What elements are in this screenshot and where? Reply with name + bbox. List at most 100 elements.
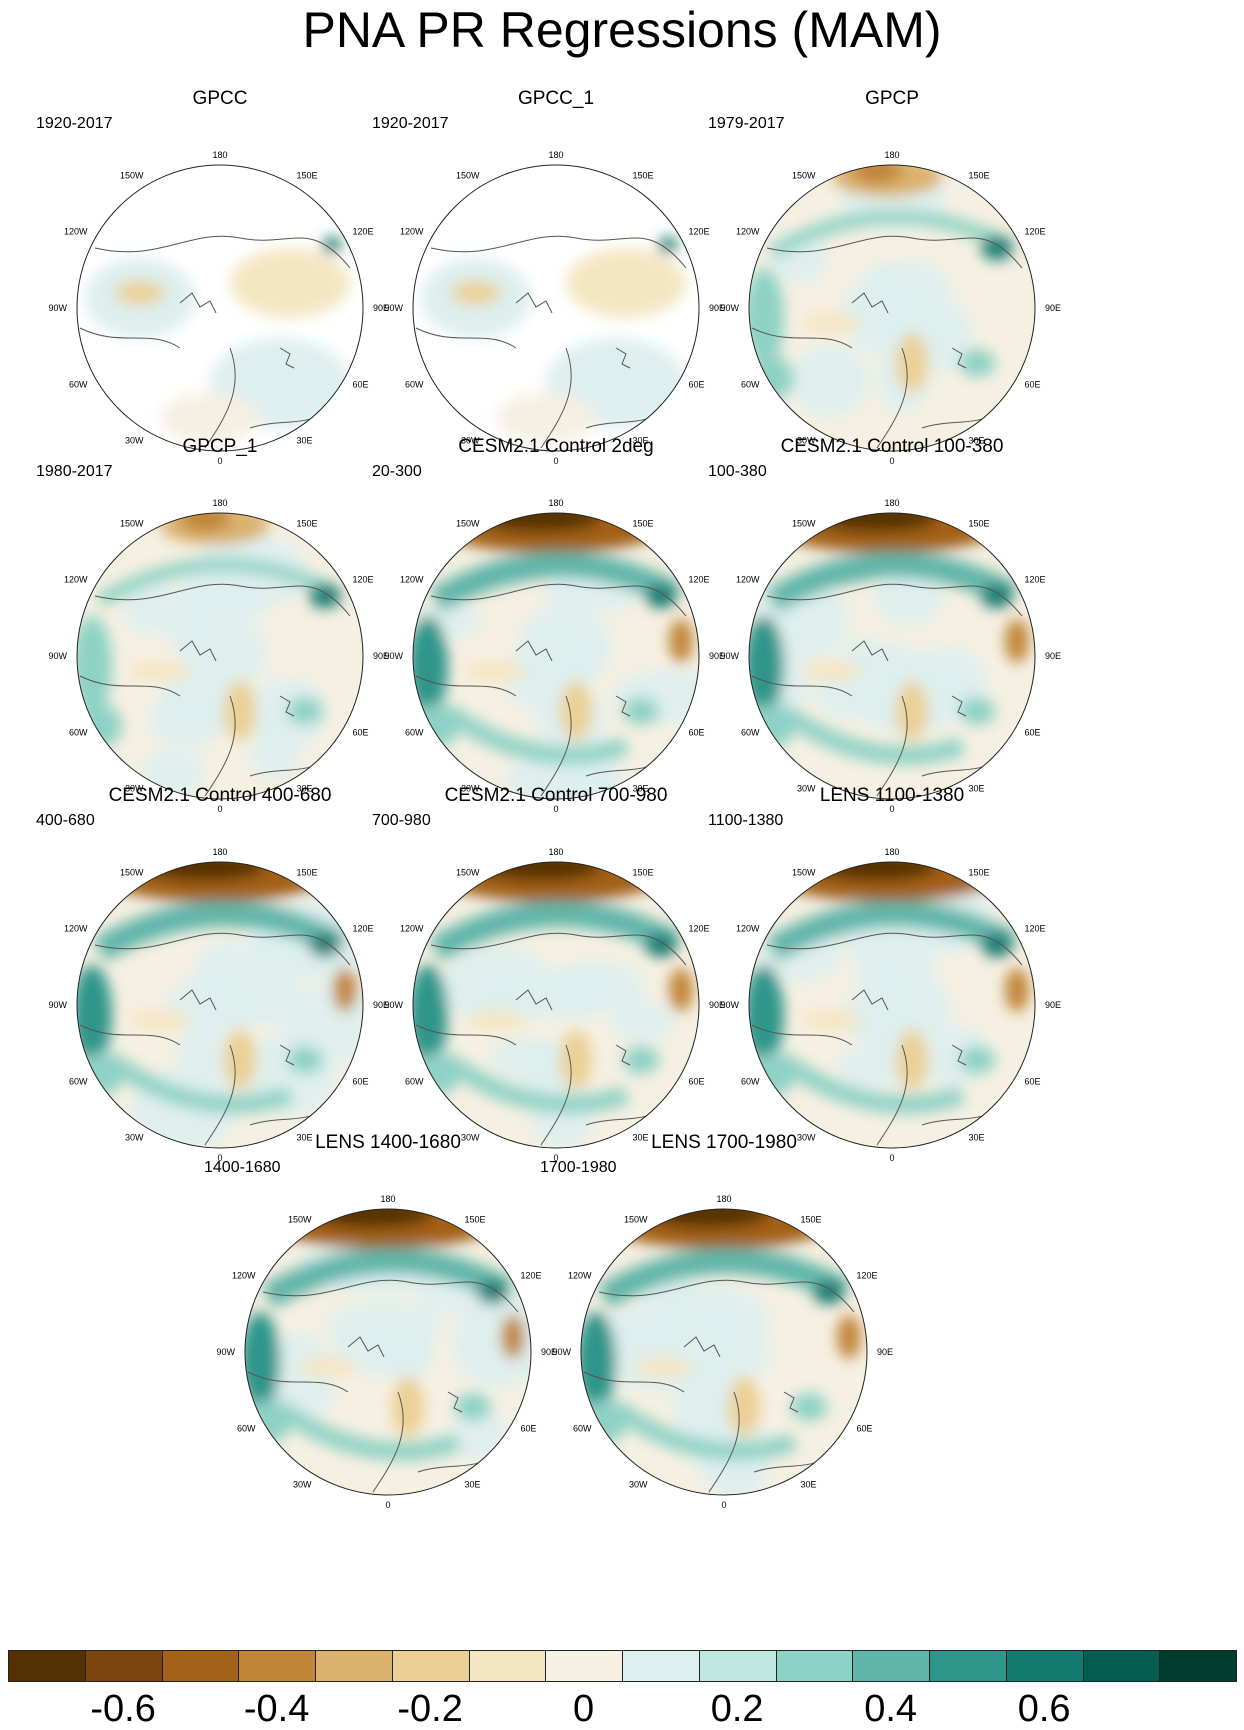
longitude-label: 90E: [709, 303, 725, 313]
longitude-label: 90E: [1045, 1000, 1061, 1010]
longitude-label: 120W: [736, 924, 760, 934]
colorbar-tick-label: 0: [573, 1688, 595, 1730]
map-panel: LENS 1100-1380 1100-1380 180 150E 120E 90E 60E…: [702, 785, 1082, 1165]
longitude-label: 0: [889, 456, 894, 466]
colorbar-tick-label: 0.6: [1017, 1688, 1071, 1730]
longitude-label: 150E: [633, 867, 654, 877]
longitude-label: 90W: [48, 303, 67, 313]
coastline: [415, 583, 687, 797]
longitude-label: 30E: [297, 1133, 313, 1143]
longitude-label: 60W: [69, 1077, 88, 1087]
period-label: 1920-2017: [36, 115, 113, 132]
longitude-label: 30W: [461, 436, 480, 446]
longitude-label: 120E: [1025, 924, 1046, 934]
period-label: 20-300: [372, 463, 422, 480]
longitude-label: 90W: [48, 651, 67, 661]
period-label: 1100-1380: [708, 812, 784, 829]
longitude-label: 60E: [689, 380, 705, 390]
longitude-label: 150E: [633, 518, 654, 528]
colorbar-tick-label: 0.4: [864, 1688, 918, 1730]
colorbar-swatch: [775, 1650, 854, 1682]
longitude-label: 90E: [877, 1347, 893, 1357]
period-label: 1920-2017: [372, 115, 449, 132]
longitude-label: 30E: [297, 436, 313, 446]
map-panel: CESM2.1 Control 400-680 400-680 180 150E 120…: [30, 785, 410, 1165]
longitude-label: 150W: [792, 170, 816, 180]
longitude-label: 30E: [297, 784, 313, 794]
longitude-label: 90E: [1045, 303, 1061, 313]
longitude-label: 0: [385, 1500, 390, 1510]
map-border: [412, 512, 700, 800]
colorbar-swatch: [1005, 1650, 1084, 1682]
longitude-label: 150E: [297, 170, 318, 180]
longitude-label: 150W: [120, 518, 144, 528]
map-border: [412, 861, 700, 1149]
longitude-label: 0: [553, 1153, 558, 1163]
longitude-label: 120W: [736, 227, 760, 237]
map-panel: CESM2.1 Control 700-980 700-980 180 150E 120…: [366, 785, 746, 1165]
panel-title: GPCC_1: [517, 88, 595, 109]
longitude-label: 60W: [237, 1424, 256, 1434]
coastline: [79, 235, 351, 449]
map-border: [76, 512, 364, 800]
longitude-label: 150E: [465, 1214, 486, 1224]
panel-title: CESM2.1 Control 700-980: [444, 785, 668, 806]
longitude-label: 30E: [801, 1480, 817, 1490]
polar-map: 180 150E 120E 90E 60E 30E 0 30W 60W 90W 120W 150W: [384, 498, 725, 814]
longitude-label: 150E: [297, 518, 318, 528]
polar-map: 180 150E 120E 90E 60E 30E 0 30W 60W 90W 120W 150W: [720, 847, 1061, 1163]
period-label: 1700-1980: [540, 1159, 617, 1176]
longitude-label: 150W: [456, 867, 480, 877]
map-border: [76, 164, 364, 452]
longitude-label: 90E: [709, 1000, 725, 1010]
longitude-label: 90W: [384, 651, 403, 661]
colorbar-tick-label: -0.4: [243, 1688, 310, 1730]
longitude-label: 90E: [1045, 651, 1061, 661]
map-panel: GPCP 1979-2017 180 150E 120E 90E 60E 30E 0 30W 60W…: [702, 88, 1082, 468]
panel-title: CESM2.1 Control 400-680: [108, 785, 332, 806]
panel-title: LENS 1400-1680: [315, 1132, 461, 1153]
polar-map: 180 150E 120E 90E 60E 30E 0 30W 60W 90W 120W 150W: [720, 150, 1061, 466]
longitude-label: 90E: [709, 651, 725, 661]
longitude-label: 30E: [633, 436, 649, 446]
longitude-label: 90W: [384, 1000, 403, 1010]
polar-map: 180 150E 120E 90E 60E 30E 0 30W 60W 90W 120W 150W: [552, 1194, 893, 1510]
longitude-label: 120W: [568, 1271, 592, 1281]
longitude-label: 0: [553, 456, 558, 466]
longitude-label: 120W: [64, 924, 88, 934]
longitude-label: 120W: [400, 924, 424, 934]
longitude-label: 60W: [741, 380, 760, 390]
colorbar-tick-label: -0.6: [90, 1688, 156, 1730]
longitude-label: 0: [217, 456, 222, 466]
longitude-label: 60W: [405, 1077, 424, 1087]
longitude-label: 60W: [741, 1077, 760, 1087]
longitude-label: 60E: [1025, 380, 1041, 390]
longitude-label: 30W: [125, 1133, 144, 1143]
longitude-label: 60W: [405, 380, 424, 390]
map-border: [580, 1208, 868, 1496]
coastline: [79, 583, 351, 797]
coastline: [751, 932, 1023, 1146]
longitude-label: 60E: [689, 728, 705, 738]
coastline: [415, 235, 687, 449]
longitude-label: 120W: [400, 575, 424, 585]
colorbar-tick-label: 0.2: [710, 1688, 764, 1730]
longitude-label: 60E: [353, 380, 369, 390]
longitude-label: 90E: [373, 1000, 389, 1010]
longitude-label: 120E: [689, 227, 710, 237]
longitude-label: 60E: [353, 728, 369, 738]
longitude-label: 60E: [689, 1077, 705, 1087]
longitude-label: 120E: [521, 1271, 542, 1281]
longitude-label: 120E: [857, 1271, 878, 1281]
colorbar-swatch: [238, 1650, 316, 1682]
period-label: 1980-2017: [36, 463, 113, 480]
polar-map: 180 150E 120E 90E 60E 30E 0 30W 60W 90W 120W 150W: [48, 498, 389, 814]
longitude-label: 90W: [48, 1000, 67, 1010]
map-panel: CESM2.1 Control 100-380 100-380 180 150E 120…: [702, 436, 1082, 816]
longitude-label: 90W: [720, 1000, 739, 1010]
longitude-label: 150E: [969, 170, 990, 180]
longitude-label: 120W: [736, 575, 760, 585]
colorbar-swatch: [161, 1650, 240, 1682]
panel-title: GPCC: [192, 88, 248, 109]
longitude-label: 150W: [120, 170, 144, 180]
